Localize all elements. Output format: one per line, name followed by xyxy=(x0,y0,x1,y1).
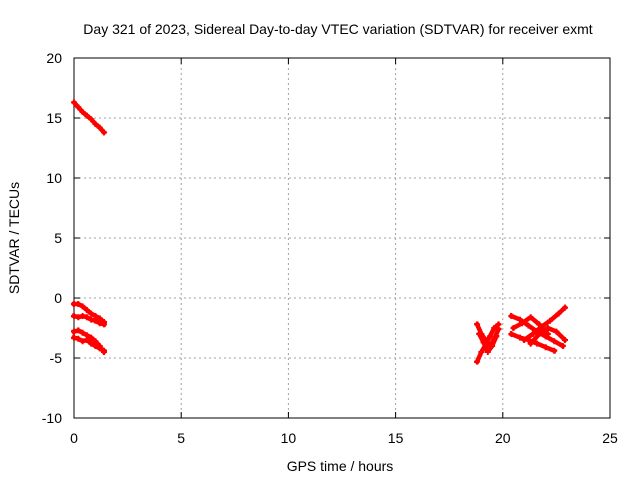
y-tick-label: -5 xyxy=(50,350,63,366)
data-point xyxy=(101,129,108,136)
x-tick-label: 0 xyxy=(70,430,78,446)
data-point xyxy=(538,323,545,330)
data-point xyxy=(516,316,523,323)
data-point xyxy=(92,121,99,127)
data-point xyxy=(96,124,103,131)
data-point xyxy=(88,316,95,323)
gridlines xyxy=(74,58,610,418)
series-track-8 xyxy=(476,330,500,355)
data-point xyxy=(79,303,86,310)
data-point xyxy=(561,337,568,343)
data-point xyxy=(484,349,491,355)
series-track-12 xyxy=(521,304,569,344)
chart-title: Day 321 of 2023, Sidereal Day-to-day VTE… xyxy=(83,21,592,37)
data-point xyxy=(510,325,517,331)
data-point xyxy=(521,337,528,343)
data-point xyxy=(536,331,543,337)
data-series xyxy=(70,99,569,365)
data-point xyxy=(508,313,515,319)
y-tick-label: 5 xyxy=(54,230,62,246)
series-track-5 xyxy=(71,334,108,354)
y-tick-label: 20 xyxy=(46,50,62,66)
data-point xyxy=(88,340,95,347)
series-track-4 xyxy=(71,327,108,356)
data-point xyxy=(493,333,500,340)
data-point xyxy=(83,337,90,343)
tick-labels: 0 5 10 15 20 25 -10 -5 0 5 10 15 20 xyxy=(42,50,618,446)
data-point xyxy=(83,307,90,313)
data-point xyxy=(83,112,90,119)
y-tick-label: 10 xyxy=(46,170,62,186)
data-point xyxy=(71,328,77,335)
data-point xyxy=(555,310,562,317)
data-point xyxy=(96,320,103,327)
data-point xyxy=(478,349,485,355)
x-axis-label: GPS time / hours xyxy=(287,458,394,474)
data-point xyxy=(88,116,95,123)
data-point xyxy=(79,313,86,319)
data-point xyxy=(101,321,108,328)
data-point xyxy=(561,304,568,311)
x-tick-label: 25 xyxy=(602,430,618,446)
y-axis-label: SDTVAR / TECUs xyxy=(6,182,22,294)
x-tick-label: 10 xyxy=(281,430,297,446)
data-point xyxy=(486,333,493,340)
data-point xyxy=(544,331,551,337)
data-point xyxy=(529,331,536,337)
y-tick-label: -10 xyxy=(42,410,62,426)
data-point xyxy=(83,314,90,321)
data-point xyxy=(542,344,549,351)
data-point xyxy=(544,325,551,331)
data-point xyxy=(519,320,526,327)
data-point xyxy=(474,358,481,365)
y-tick-label: 15 xyxy=(46,110,62,126)
data-point xyxy=(79,109,86,115)
data-point xyxy=(75,314,82,321)
data-point xyxy=(92,343,99,349)
data-point xyxy=(508,331,515,337)
data-point xyxy=(79,329,86,336)
data-point xyxy=(71,99,77,106)
data-point xyxy=(527,340,534,347)
data-point xyxy=(516,334,523,341)
data-point xyxy=(88,310,95,317)
x-tick-label: 20 xyxy=(495,430,511,446)
data-point xyxy=(71,334,77,341)
axis-ticks xyxy=(73,57,611,419)
data-point xyxy=(79,338,86,345)
x-tick-label: 5 xyxy=(177,430,185,446)
data-point xyxy=(546,317,553,324)
data-point xyxy=(75,327,82,334)
data-point xyxy=(551,338,558,345)
data-point xyxy=(527,314,534,321)
data-point xyxy=(489,343,496,349)
y-tick-label: 0 xyxy=(54,290,62,306)
series-track-13 xyxy=(527,325,569,347)
data-point xyxy=(559,343,566,349)
series-track-3 xyxy=(71,313,108,328)
data-point xyxy=(75,104,82,111)
data-point xyxy=(71,313,77,319)
data-point xyxy=(474,321,481,328)
data-point xyxy=(88,334,95,341)
data-point xyxy=(525,322,532,329)
data-point xyxy=(96,345,103,352)
data-point xyxy=(551,347,558,354)
data-point xyxy=(491,325,498,331)
data-point xyxy=(75,301,82,307)
data-point xyxy=(534,340,541,347)
data-point xyxy=(476,331,483,337)
data-point xyxy=(75,335,82,342)
data-point xyxy=(480,339,487,346)
data-point xyxy=(92,317,99,324)
data-point xyxy=(553,328,560,335)
data-point xyxy=(495,321,502,328)
x-tick-label: 15 xyxy=(388,430,404,446)
series-track-1 xyxy=(70,99,108,136)
data-point xyxy=(101,347,108,354)
